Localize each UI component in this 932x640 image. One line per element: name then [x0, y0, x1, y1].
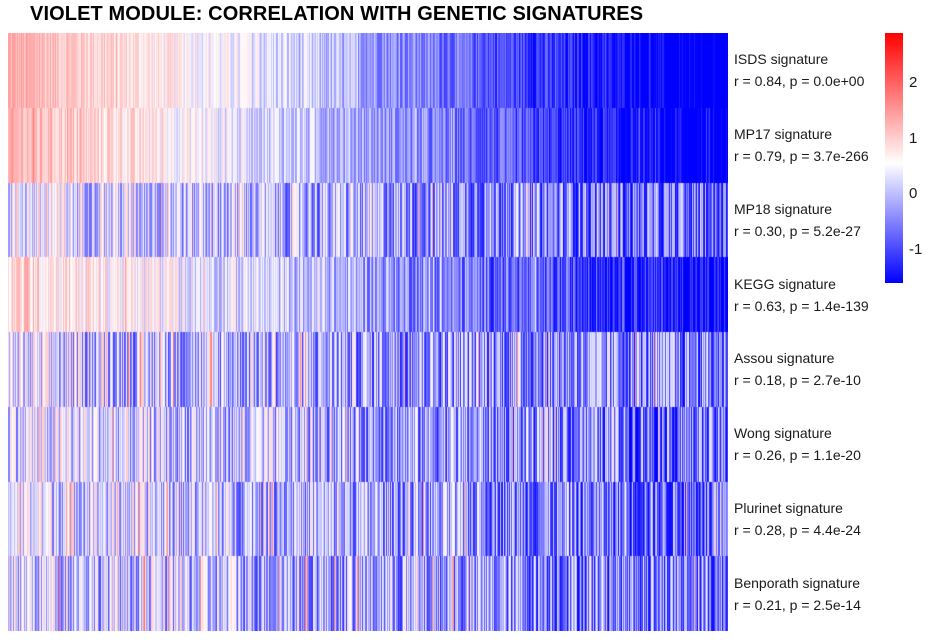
legend-tick [904, 194, 908, 196]
legend-tick-label: 2 [909, 74, 918, 91]
row-label: MP17 signature r = 0.79, p = 3.7e-266 [734, 123, 869, 167]
row-label-stats: r = 0.28, p = 4.4e-24 [734, 521, 861, 538]
row-label-stats: r = 0.26, p = 1.1e-20 [734, 447, 861, 464]
row-label-name: Benporath signature [734, 574, 861, 591]
row-label: MP18 signature r = 0.30, p = 5.2e-27 [734, 198, 861, 242]
row-label-name: Assou signature [734, 350, 835, 367]
row-label: Plurinet signature r = 0.28, p = 4.4e-24 [734, 497, 861, 541]
row-label-stats: r = 0.63, p = 1.4e-139 [734, 297, 869, 314]
row-label-name: MP18 signature [734, 200, 833, 217]
legend-tick [904, 83, 908, 84]
chart-title: VIOLET MODULE: CORRELATION WITH GENETIC … [30, 3, 644, 25]
legend-tick-label: 0 [909, 185, 918, 203]
legend-tick [904, 138, 908, 140]
row-label-name: ISDS signature [734, 51, 829, 68]
row-label: Benporath signature r = 0.21, p = 2.5e-14 [734, 572, 861, 616]
row-label: Assou signature r = 0.18, p = 2.7e-10 [734, 347, 861, 391]
legend-tick [904, 249, 908, 251]
row-label-stats: r = 0.84, p = 0.0e+00 [734, 73, 865, 90]
row-label-stats: r = 0.18, p = 2.7e-10 [734, 372, 861, 389]
row-label-stats: r = 0.21, p = 2.5e-14 [734, 596, 861, 613]
row-label-name: MP17 signature [734, 126, 833, 143]
row-label: ISDS signature r = 0.84, p = 0.0e+00 [734, 48, 864, 92]
row-label-name: Plurinet signature [734, 499, 843, 516]
row-label-stats: r = 0.79, p = 3.7e-266 [734, 148, 869, 165]
row-label-name: KEGG signature [734, 275, 836, 292]
row-label: KEGG signature r = 0.63, p = 1.4e-139 [734, 273, 869, 317]
heatmap-canvas [8, 33, 728, 631]
row-label-name: Wong signature [734, 425, 832, 442]
row-label: Wong signature r = 0.26, p = 1.1e-20 [734, 422, 861, 466]
color-legend-bar [885, 33, 903, 283]
legend-tick-label: -1 [909, 240, 923, 258]
legend-tick-label: 1 [909, 129, 918, 147]
row-label-stats: r = 0.30, p = 5.2e-27 [734, 222, 861, 239]
